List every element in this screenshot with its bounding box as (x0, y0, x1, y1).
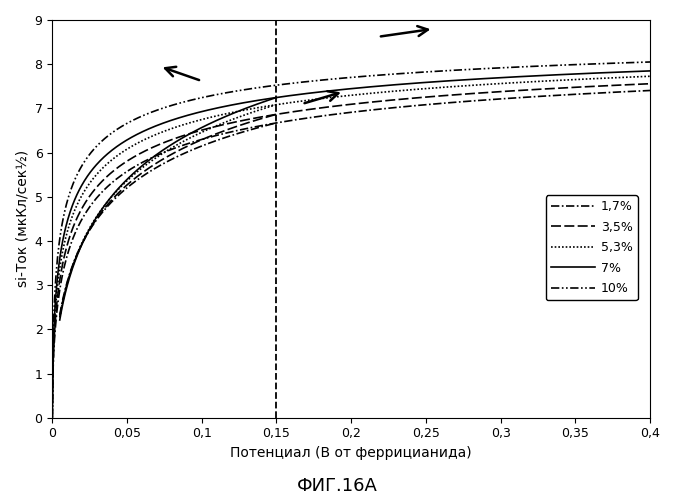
10% (396, 70, 404, 76)
1,7% (411, 102, 419, 108)
5,3% (85, 181, 93, 187)
10% (48, 414, 56, 420)
10% (429, 68, 437, 74)
5,3% (396, 88, 404, 94)
1,7% (396, 104, 404, 110)
3,5% (396, 96, 404, 102)
7% (429, 79, 437, 85)
1,7% (646, 88, 654, 94)
10% (646, 59, 654, 65)
3,5% (563, 84, 571, 90)
10% (563, 62, 571, 68)
Line: 3,5%: 3,5% (52, 84, 650, 417)
1,7% (429, 101, 437, 107)
10% (85, 152, 93, 158)
5,3% (411, 86, 419, 92)
7% (502, 74, 510, 80)
5,3% (563, 77, 571, 83)
1,7% (85, 205, 93, 211)
1,7% (502, 96, 510, 102)
Line: 7%: 7% (52, 71, 650, 418)
Line: 5,3%: 5,3% (52, 76, 650, 417)
5,3% (646, 74, 654, 80)
3,5% (48, 414, 56, 420)
7% (563, 72, 571, 78)
7% (646, 68, 654, 74)
3,5% (502, 88, 510, 94)
5,3% (429, 85, 437, 91)
Line: 1,7%: 1,7% (52, 90, 650, 417)
Text: ФИГ.16А: ФИГ.16А (297, 477, 378, 495)
5,3% (502, 80, 510, 86)
10% (411, 70, 419, 75)
1,7% (563, 92, 571, 98)
3,5% (429, 94, 437, 100)
7% (48, 414, 56, 420)
Line: 10%: 10% (52, 62, 650, 418)
10% (502, 64, 510, 70)
Legend: 1,7%, 3,5%, 5,3%, 7%, 10%: 1,7%, 3,5%, 5,3%, 7%, 10% (546, 195, 638, 300)
3,5% (411, 95, 419, 101)
7% (85, 171, 93, 177)
7% (396, 82, 404, 87)
3,5% (646, 80, 654, 86)
3,5% (85, 194, 93, 200)
Y-axis label: si-Ток (мкКл/сек½): si-Ток (мкКл/сек½) (15, 150, 29, 288)
5,3% (48, 414, 56, 420)
X-axis label: Потенциал (В от феррицианида): Потенциал (В от феррицианида) (230, 446, 472, 460)
7% (411, 80, 419, 86)
1,7% (48, 414, 56, 420)
